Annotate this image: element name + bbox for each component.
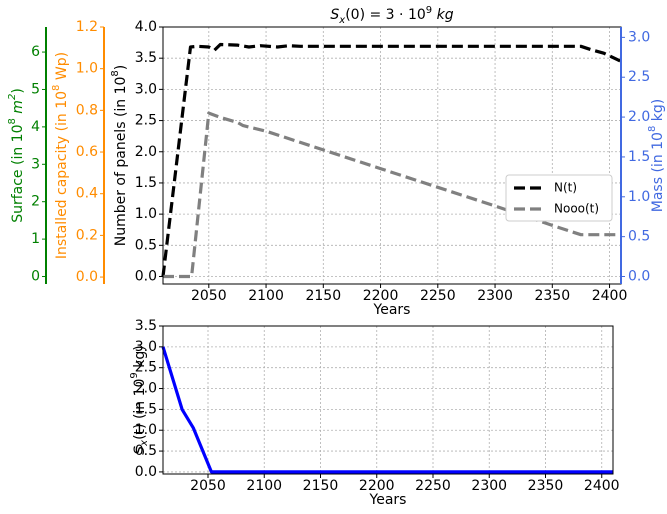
capacity-tick-label: 0.6 <box>76 144 98 160</box>
capacity-tick-label: 0.0 <box>76 269 98 285</box>
mass-tick-label: 2.0 <box>628 109 650 125</box>
x-tick-label: 2250 <box>420 288 456 304</box>
series-line-n-t- <box>161 42 622 277</box>
capacity-axis-label: Installed capacity (in 108 Wp) <box>51 52 70 259</box>
surface-tick-label: 5 <box>31 81 40 97</box>
x-tick-label: 2350 <box>528 478 564 494</box>
capacity-tick-label: 1.2 <box>76 19 98 35</box>
x-tick-label: 2100 <box>248 288 284 304</box>
y-axis-label-bottom: Sx(t) (in 109 kg) <box>129 345 150 454</box>
x-tick-label: 2050 <box>190 478 226 494</box>
mass-tick-label: 0.5 <box>628 229 650 245</box>
y-tick-label: 2.0 <box>135 381 157 397</box>
series-line-series-0 <box>161 346 613 474</box>
mass-tick-label: 2.5 <box>628 69 650 85</box>
x-tick-label: 2200 <box>363 288 399 304</box>
legend-label: Nooo(t) <box>554 202 599 216</box>
plot-frame <box>162 325 614 475</box>
y-tick-label: 0.5 <box>135 443 157 459</box>
legend-label: N(t) <box>554 181 577 195</box>
mass-axis-label: Mass (in 108 kg) <box>647 99 666 212</box>
mass-tick-label: 1.0 <box>628 189 650 205</box>
mass-tick-label: 3.0 <box>628 29 650 45</box>
x-tick-label: 2300 <box>477 288 513 304</box>
y-tick-label: 0.0 <box>135 464 157 480</box>
mass-tick-label: 0.0 <box>628 269 650 285</box>
y-tick-label: 1.0 <box>135 422 157 438</box>
x-tick-label: 2250 <box>415 478 451 494</box>
axes-bottom: 0.0 0.5 1.0 1.5 2.0 2.5 3.0 3.5 2050 2100 2150 2200… <box>135 318 620 508</box>
x-axis-label: Years <box>369 492 407 508</box>
surface-tick-label: 3 <box>31 156 40 172</box>
y-tick-label: 2.5 <box>135 360 157 376</box>
x-tick-label: 2300 <box>471 478 507 494</box>
y-tick-label: 2.0 <box>135 144 157 160</box>
y-tick-label: 2.5 <box>135 113 157 129</box>
y-tick-label: 3.5 <box>135 50 157 66</box>
y-tick-label: 1.0 <box>135 206 157 222</box>
capacity-tick-label: 0.2 <box>76 227 98 243</box>
surface-tick-label: 6 <box>31 44 40 60</box>
x-tick-label: 2200 <box>359 478 395 494</box>
surface-axis-label: Surface (in 108 m2) <box>7 88 26 223</box>
capacity-tick-label: 0.8 <box>76 102 98 118</box>
x-tick-label: 2150 <box>305 288 341 304</box>
surface-tick-label: 1 <box>31 231 40 247</box>
x-tick-label: 2400 <box>584 478 620 494</box>
capacity-tick-label: 1.0 <box>76 61 98 77</box>
surface-tick-label: 4 <box>31 119 40 135</box>
y-axis-label: Number of panels (in 108) <box>110 65 129 247</box>
y-tick-label: 3.0 <box>135 339 157 355</box>
series-line-nooo-t- <box>163 111 621 279</box>
x-tick-label: 2150 <box>303 478 339 494</box>
chart-title: Sx(0) = 3 · 109 kg <box>330 5 453 26</box>
x-tick-label: 2400 <box>592 288 628 304</box>
y-tick-label: 3.0 <box>135 81 157 97</box>
y-tick-label: 1.5 <box>135 175 157 191</box>
mass-tick-label: 1.5 <box>628 149 650 165</box>
y-tick-label: 4.0 <box>135 19 157 35</box>
x-tick-label: 2350 <box>534 288 570 304</box>
legend: N(t) Nooo(t) <box>505 174 613 222</box>
x-tick-label: 2050 <box>191 288 227 304</box>
y-tick-label: 0.5 <box>135 237 157 253</box>
surface-tick-label: 0 <box>31 269 40 285</box>
surface-tick-label: 2 <box>31 194 40 210</box>
y-tick-label: 0.0 <box>135 269 157 285</box>
x-axis-label: Years <box>373 302 411 318</box>
x-tick-label: 2100 <box>246 478 282 494</box>
capacity-tick-label: 0.4 <box>76 186 98 202</box>
axes-top: 0.0 0.5 1.0 1.5 2.0 2.5 3.0 3.5 4.0 2050 2100 2150 2… <box>135 19 628 318</box>
y-tick-label: 1.5 <box>135 401 157 417</box>
y-tick-label: 3.5 <box>135 318 157 334</box>
